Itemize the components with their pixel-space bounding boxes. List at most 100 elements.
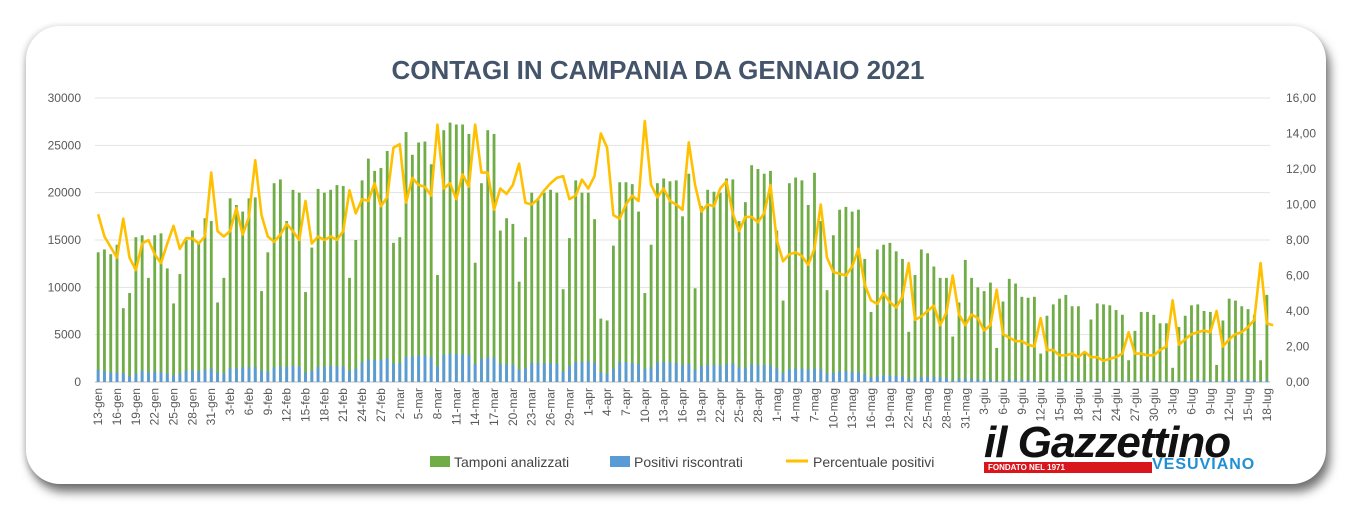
x-tick-label: 28-gen	[185, 388, 199, 425]
x-tick-label: 23-mar	[525, 388, 539, 426]
x-tick-label: 25-gen	[167, 388, 181, 425]
bar-tamponi	[649, 244, 653, 382]
x-tick-label: 13-apr	[657, 388, 671, 423]
bar-positivi	[228, 367, 232, 382]
x-axis-ticks: 13-gen 16-gen 19-gen 22-gen 25-gen 28-gen 31-g…	[91, 388, 1274, 429]
bar-tamponi	[486, 130, 490, 382]
bar-positivi	[373, 360, 377, 382]
bar-tamponi	[775, 230, 779, 382]
bar-tamponi	[1221, 320, 1225, 382]
bar-tamponi	[1202, 311, 1206, 382]
bar-tamponi	[857, 209, 860, 382]
bar-tamponi	[404, 132, 408, 382]
bar-positivi	[926, 376, 929, 382]
bar-tamponi	[473, 262, 477, 382]
x-tick-label: 3-giu	[977, 388, 991, 415]
bar-positivi	[750, 364, 754, 382]
legend-label-percentuale: Percentuale positivi	[813, 454, 934, 470]
bar-positivi	[172, 375, 175, 382]
bar-positivi	[197, 371, 201, 382]
bar-positivi	[322, 366, 326, 382]
bar-positivi	[209, 368, 213, 382]
x-tick-label: 18-lug	[1260, 388, 1274, 421]
bar-positivi	[360, 362, 364, 382]
x-tick-label: 25-apr	[732, 388, 746, 423]
bar-positivi	[662, 362, 666, 382]
bar-positivi	[291, 365, 295, 382]
bar-tamponi	[109, 254, 113, 382]
bar-positivi	[1095, 380, 1099, 382]
bar-tamponi	[360, 180, 364, 382]
bar-positivi	[1208, 380, 1212, 382]
bar-positivi	[901, 376, 904, 382]
logo-tagline: FONDATO NEL 1971	[988, 463, 1065, 472]
bar-tamponi	[574, 180, 578, 382]
bar-positivi	[354, 368, 358, 382]
x-tick-label: 28-mag	[939, 388, 953, 429]
bar-positivi	[957, 378, 961, 382]
right-tick-label: 16,00	[1286, 91, 1316, 105]
bar-tamponi	[511, 223, 515, 382]
x-tick-label: 7-apr	[619, 388, 633, 416]
bar-tamponi	[945, 277, 948, 382]
bar-positivi	[542, 363, 546, 382]
bar-positivi	[1234, 379, 1237, 382]
bar-positivi	[1227, 380, 1231, 382]
bar-tamponi	[165, 268, 169, 382]
x-tick-label: 15-giu	[1053, 388, 1067, 421]
bar-positivi	[850, 371, 854, 382]
bar-positivi	[253, 366, 257, 382]
bar-positivi	[178, 373, 182, 382]
x-tick-label: 5-mar	[412, 388, 426, 419]
bar-tamponi	[662, 178, 666, 382]
bar-tamponi	[725, 178, 728, 382]
bar-positivi	[1070, 380, 1074, 382]
bar-positivi	[643, 368, 647, 382]
bar-positivi	[1177, 380, 1181, 382]
bar-tamponi	[197, 242, 201, 382]
bar-positivi	[191, 370, 194, 382]
bar-tamponi	[555, 192, 559, 382]
bar-positivi	[96, 369, 100, 382]
bar-positivi	[241, 367, 245, 382]
bar-tamponi	[1240, 306, 1244, 382]
bar-positivi	[530, 363, 534, 382]
bar-positivi	[1114, 381, 1118, 382]
bar-positivi	[310, 370, 314, 382]
bar-tamponi	[1058, 298, 1061, 382]
bar-tamponi	[316, 188, 320, 382]
bar-positivi	[1058, 380, 1061, 382]
bar-tamponi	[291, 189, 295, 382]
bar-positivi	[1026, 380, 1030, 382]
bar-positivi	[561, 371, 565, 382]
bar-positivi	[1102, 380, 1105, 382]
bar-tamponi	[913, 275, 917, 382]
bar-tamponi	[1164, 323, 1168, 382]
bar-positivi	[618, 362, 622, 382]
bar-tamponi	[1246, 309, 1250, 382]
bar-tamponi	[756, 169, 760, 382]
bar-tamponi	[517, 281, 521, 382]
bar-tamponi	[989, 282, 992, 382]
bar-tamponi	[172, 303, 175, 382]
bar-positivi	[945, 377, 948, 382]
bar-tamponi	[687, 173, 691, 382]
left-tick-label: 20000	[48, 186, 82, 200]
right-tick-label: 2,00	[1286, 340, 1310, 354]
bar-positivi	[341, 366, 345, 382]
bar-positivi	[272, 367, 276, 382]
chart-title: CONTAGI IN CAMPANIA DA GENNAIO 2021	[391, 55, 924, 85]
bar-tamponi	[901, 258, 904, 382]
bar-tamponi	[228, 198, 232, 382]
bar-tamponi	[699, 205, 703, 382]
bar-tamponi	[373, 170, 377, 382]
bar-tamponi	[1083, 353, 1087, 382]
bar-positivi	[743, 367, 747, 382]
bar-tamponi	[1265, 294, 1269, 382]
bar-positivi	[938, 377, 942, 382]
bar-tamponi	[272, 183, 276, 382]
x-tick-label: 4-apr	[600, 388, 614, 416]
bar-positivi	[498, 363, 502, 382]
bar-tamponi	[894, 251, 898, 382]
bar-positivi	[536, 363, 540, 382]
